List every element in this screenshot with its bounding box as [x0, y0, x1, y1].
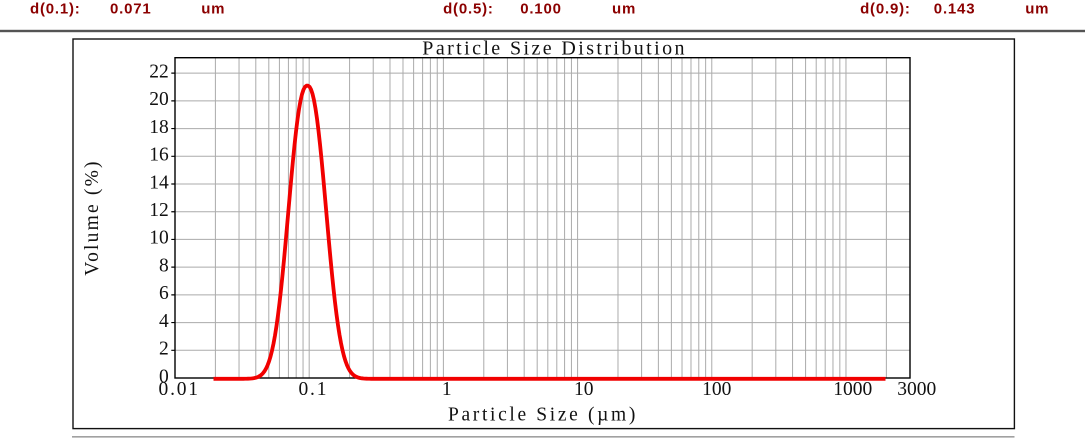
svg-text:0.01: 0.01 — [159, 379, 200, 400]
svg-text:20: 20 — [149, 89, 169, 110]
svg-text:1000: 1000 — [833, 379, 872, 400]
svg-text:Volume (%): Volume (%) — [82, 159, 103, 275]
svg-text:3000: 3000 — [897, 379, 936, 400]
svg-text:0.071: 0.071 — [110, 1, 152, 18]
svg-text:100: 100 — [702, 379, 731, 400]
svg-text:Particle Size (µm): Particle Size (µm) — [448, 404, 638, 425]
svg-text:d(0.9):: d(0.9): — [860, 1, 911, 18]
svg-text:um: um — [201, 1, 225, 18]
svg-text:1: 1 — [442, 379, 452, 400]
svg-text:um: um — [1025, 1, 1049, 18]
svg-text:0.143: 0.143 — [934, 1, 976, 18]
svg-text:10: 10 — [149, 228, 169, 249]
svg-text:22: 22 — [149, 61, 169, 82]
svg-text:14: 14 — [149, 172, 169, 193]
svg-text:18: 18 — [149, 117, 169, 138]
svg-text:d(0.5):: d(0.5): — [443, 1, 494, 18]
svg-text:16: 16 — [149, 145, 169, 166]
svg-text:um: um — [612, 1, 636, 18]
svg-text:2: 2 — [159, 339, 169, 360]
svg-text:8: 8 — [159, 255, 169, 276]
svg-text:4: 4 — [159, 311, 169, 332]
svg-text:0.100: 0.100 — [520, 1, 562, 18]
svg-text:12: 12 — [149, 200, 169, 221]
svg-text:6: 6 — [159, 283, 169, 304]
svg-text:0: 0 — [159, 366, 169, 387]
svg-text:10: 10 — [574, 379, 594, 400]
svg-text:0.1: 0.1 — [299, 379, 329, 400]
svg-text:Particle Size Distribution: Particle Size Distribution — [422, 38, 687, 60]
svg-text:d(0.1):: d(0.1): — [30, 1, 81, 18]
